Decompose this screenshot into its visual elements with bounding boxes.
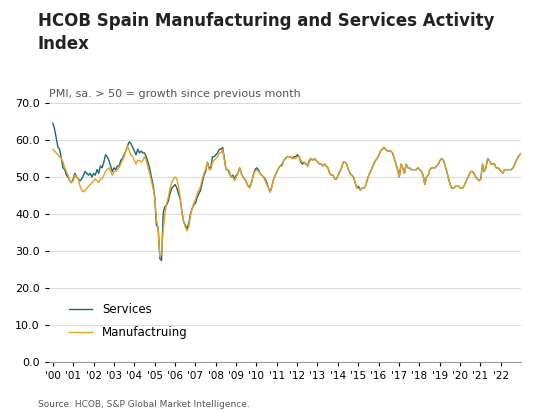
Line: Manufactruing: Manufactruing (53, 134, 536, 268)
Manufactruing (133, 161, 139, 166)
Text: HCOB Spain Manufacturing and Services Activity
Index: HCOB Spain Manufacturing and Services Ac… (38, 12, 494, 52)
Text: Source: HCOB, S&P Global Market Intelligence.: Source: HCOB, S&P Global Market Intellig… (38, 400, 249, 409)
Legend: Services, Manufactruing: Services, Manufactruing (64, 299, 192, 344)
Manufactruing (50, 147, 56, 152)
Line: Services: Services (53, 123, 536, 336)
Services (133, 152, 139, 157)
Text: PMI, sa. > 50 = growth since previous month: PMI, sa. > 50 = growth since previous mo… (49, 89, 301, 100)
Services (50, 121, 56, 126)
